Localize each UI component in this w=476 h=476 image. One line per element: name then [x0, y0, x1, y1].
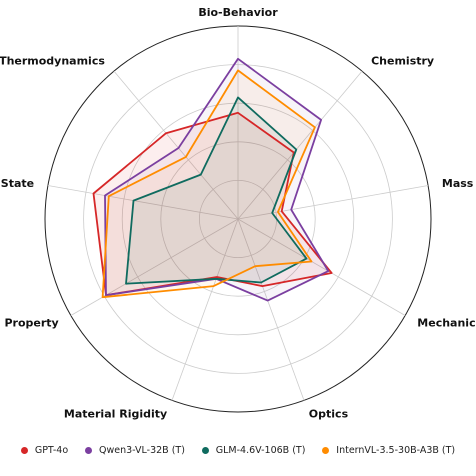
series-fill-internvl-3-5-30b-a3b-t — [102, 70, 315, 298]
legend-marker — [85, 446, 92, 454]
series-fill-glm-4-6v-106b-t — [126, 97, 307, 284]
axis-label-optics: Optics — [309, 408, 349, 421]
spoke-mechanics — [237, 218, 406, 316]
legend-marker — [20, 446, 28, 454]
radar-grid — [44, 25, 432, 413]
axis-label-material-rigidity: Material Rigidity — [64, 408, 167, 421]
legend-item-gpt-4o: GPT-4o — [20, 444, 69, 456]
axis-label-thermodynamics: Thermodynamics — [0, 54, 105, 67]
series-line-internvl-3-5-30b-a3b-t — [101, 69, 316, 299]
axis-label-bio-behavior: Bio-Behavior — [198, 6, 278, 19]
axis-label-state: State — [1, 177, 34, 190]
series-fill-gpt-4o — [93, 112, 332, 296]
axis-label-mass-vol: Mass & Vol. — [442, 177, 476, 190]
spoke-chemistry — [237, 70, 363, 220]
spoke-optics — [237, 218, 305, 401]
spoke-state — [47, 185, 239, 220]
legend-item-internvl-3-5-30b-a3b-t: InternVL-3.5-30B-A3B (T) — [322, 445, 455, 456]
legend-marker — [322, 446, 330, 454]
chart-legend: GPT-4o Qwen3-VL-32B (T) GLM-4.6V-106B (T) I… — [0, 439, 476, 461]
legend-item-qwen3-vl-32b-t: Qwen3-VL-32B (T) — [85, 445, 185, 456]
series-line-qwen3-vl-32b-t — [104, 57, 330, 302]
spoke-property — [70, 218, 239, 316]
series-fill-qwen3-vl-32b-t — [105, 58, 329, 301]
radar-series — [92, 57, 333, 302]
series-line-glm-4-6v-106b-t — [125, 96, 308, 285]
radar-axis-labels: Bio-Behavior Chemistry Mass & Vol. Mechanic… — [0, 6, 476, 421]
spoke-mass-vol — [237, 185, 429, 220]
legend-label: GPT-4o — [34, 444, 69, 456]
spoke-material-rigidity — [171, 218, 239, 401]
axis-label-property: Property — [4, 317, 58, 330]
legend-marker — [201, 446, 209, 454]
legend-item-glm-4-6v-106b-t: GLM-4.6V-106B (T) — [201, 444, 306, 456]
axis-label-chemistry: Chemistry — [371, 54, 434, 67]
legend-label: Qwen3-VL-32B (T) — [99, 444, 185, 456]
legend-label: InternVL-3.5-30B-A3B (T) — [336, 444, 456, 456]
spoke-thermodynamics — [113, 70, 239, 220]
axis-label-mechanics: Mechanics — [417, 317, 476, 330]
legend-label: GLM-4.6V-106B (T) — [215, 444, 306, 456]
